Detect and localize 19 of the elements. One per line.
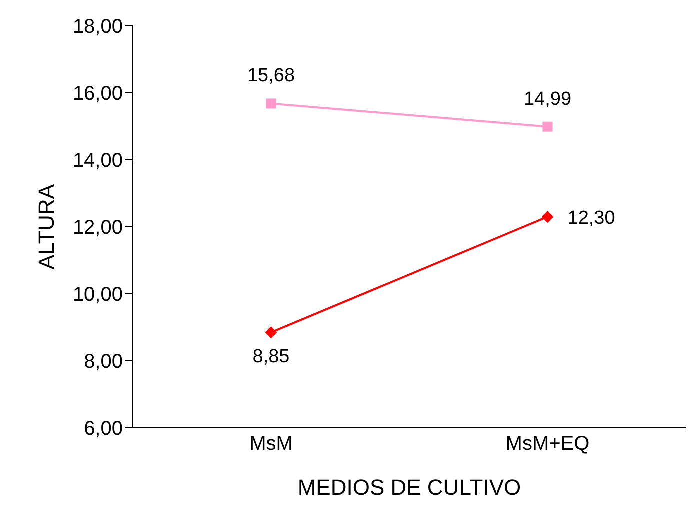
data-label: 14,99 bbox=[524, 88, 572, 110]
y-tick-label: 12,00 bbox=[72, 217, 123, 240]
point bbox=[265, 326, 278, 339]
y-tick-label: 6,00 bbox=[84, 418, 123, 440]
y-axis-title: ALTURA bbox=[34, 184, 59, 270]
y-tick-label: 10,00 bbox=[72, 284, 123, 306]
data-label: 12,30 bbox=[568, 208, 616, 229]
point bbox=[542, 210, 554, 223]
x-tick-label: MsM bbox=[250, 433, 293, 456]
point bbox=[266, 98, 276, 109]
x-axis-title: MEDIOS DE CULTIVO bbox=[298, 475, 522, 500]
data-label: 15,68 bbox=[247, 66, 296, 87]
y-tick-label: 18,00 bbox=[72, 16, 123, 38]
point bbox=[542, 122, 553, 132]
y-tick-label: 16,00 bbox=[72, 83, 123, 106]
y-tick-label: 14,00 bbox=[72, 150, 123, 172]
x-tick-label: MsM+EQ bbox=[506, 433, 590, 456]
y-tick-label: 8,00 bbox=[84, 351, 123, 374]
data-label: 8,85 bbox=[252, 346, 290, 368]
